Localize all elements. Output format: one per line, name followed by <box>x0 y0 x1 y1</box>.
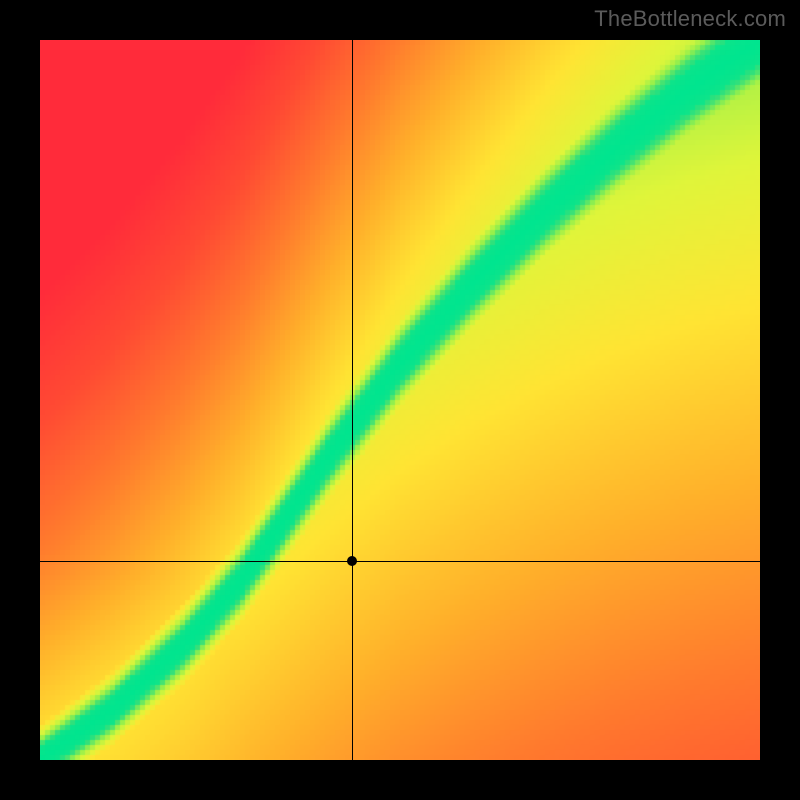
heatmap-canvas <box>40 40 760 760</box>
crosshair-marker-dot <box>347 556 357 566</box>
crosshair-vertical <box>352 40 353 760</box>
attribution-text: TheBottleneck.com <box>594 6 786 32</box>
plot-frame <box>40 40 760 760</box>
crosshair-horizontal <box>40 561 760 562</box>
